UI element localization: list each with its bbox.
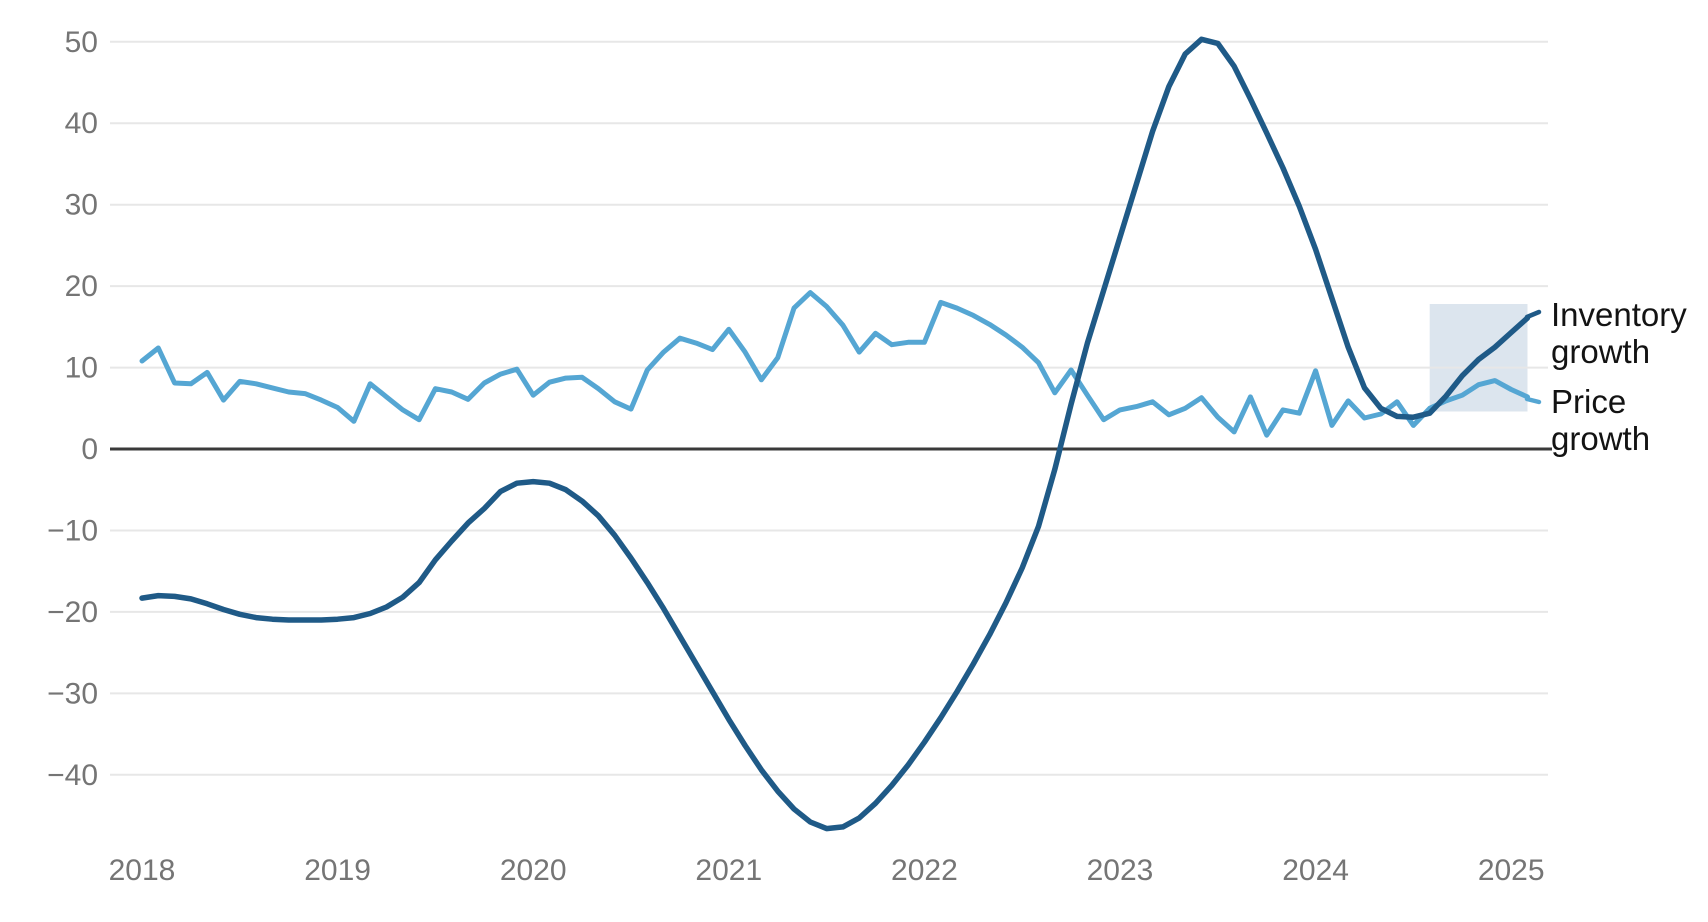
x-tick-label: 2023 — [1087, 854, 1154, 887]
x-tick-label: 2024 — [1282, 854, 1349, 887]
x-tick-label: 2020 — [500, 854, 567, 887]
x-tick-label: 2018 — [109, 854, 176, 887]
inventory-growth-line — [139, 36, 1531, 832]
x-tick-label: 2021 — [695, 854, 762, 887]
y-tick-label: 50 — [65, 26, 98, 59]
x-tick-label: 2025 — [1478, 854, 1545, 887]
y-tick-label: 10 — [65, 352, 98, 385]
y-tick-label: −40 — [47, 759, 98, 792]
x-tick-label: 2022 — [891, 854, 958, 887]
y-tick-label: −10 — [47, 515, 98, 548]
y-tick-label: 40 — [65, 107, 98, 140]
price-leader-dash-icon — [1524, 396, 1542, 405]
inventory-leader-dash-icon — [1524, 309, 1542, 320]
price-growth-line — [139, 290, 1530, 438]
y-tick-label: −30 — [47, 677, 98, 710]
y-tick-label: −20 — [47, 596, 98, 629]
legend-inventory-growth-label: Inventory growth — [1551, 296, 1687, 370]
y-tick-label: 30 — [65, 189, 98, 222]
y-tick-label: 0 — [81, 433, 98, 466]
x-tick-label: 2019 — [304, 854, 371, 887]
y-tick-label: 20 — [65, 270, 98, 303]
legend-price-growth-label: Price growth — [1551, 383, 1651, 457]
